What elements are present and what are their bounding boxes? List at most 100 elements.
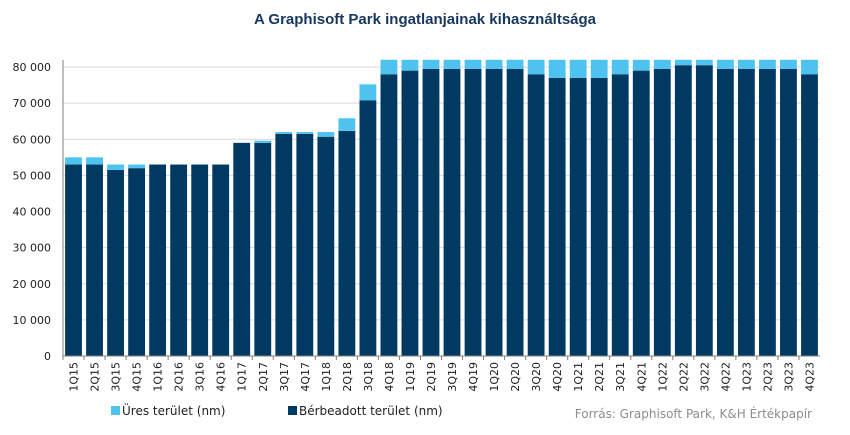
bar-leased [86,164,103,356]
legend-swatch-empty [111,406,120,415]
y-tick-label: 20 000 [13,278,52,291]
x-tick-label: 4Q23 [803,362,816,392]
legend: Üres terület (nm) Bérbeadott terület (nm… [111,402,443,418]
bar-leased [191,164,209,356]
bar-leased [65,164,82,356]
bar-empty [632,59,650,71]
bar-empty [695,59,713,66]
y-tick-label: 50 000 [13,169,52,182]
x-tick-label: 1Q23 [740,362,753,392]
y-tick-label: 60 000 [13,133,52,146]
bar-empty [569,59,587,78]
bar-leased [653,68,671,357]
x-axis-ticks: 1Q15 2Q15 3Q15 4Q15 1Q16 2Q16 3Q16 4Q16 1Q17 2Q17… [62,356,816,392]
bar-leased [380,74,398,356]
chart-title: A Graphisoft Park ingatlanjainak kihaszn… [254,11,597,28]
x-tick-label: 1Q22 [656,362,669,392]
bar-leased [569,77,587,357]
bar-leased [527,74,545,356]
bar-leased [695,65,713,356]
bar-empty [128,164,146,169]
bars [65,59,818,357]
bar-leased [422,68,440,357]
x-tick-label: 1Q17 [236,362,249,392]
bar-leased [548,77,566,357]
bar-empty [759,59,776,69]
x-tick-label: 4Q15 [131,362,144,392]
bar-leased [632,70,650,357]
x-tick-label: 3Q21 [614,362,627,392]
bar-empty [443,59,461,69]
bar-leased [611,74,629,356]
x-tick-label: 3Q16 [194,362,207,392]
bar-empty [86,157,103,165]
x-tick-label: 2Q15 [89,362,102,392]
bar-empty [801,59,818,75]
x-tick-label: 1Q18 [320,362,333,392]
bar-empty [527,59,545,75]
bar-leased [212,164,230,356]
x-tick-label: 3Q17 [278,362,291,392]
x-tick-label: 2Q18 [341,362,354,392]
bar-leased [485,68,503,357]
bar-leased [275,133,293,356]
bar-leased [464,68,482,357]
bar-empty [65,157,82,165]
bar-empty [674,59,692,66]
y-tick-label: 80 000 [13,61,52,74]
x-tick-label: 4Q22 [719,362,732,392]
bar-empty [296,132,314,134]
bar-empty [780,59,797,69]
y-tick-label: 70 000 [13,97,52,110]
bar-leased [170,164,188,356]
x-tick-label: 4Q17 [299,362,312,392]
bar-leased [359,100,377,356]
bar-empty [359,84,377,101]
bar-leased [149,164,167,356]
x-tick-label: 2Q23 [761,362,774,392]
x-tick-label: 2Q16 [173,362,186,392]
x-tick-label: 2Q19 [425,362,438,392]
bar-leased [674,65,692,356]
bar-empty [716,59,734,69]
bar-leased [128,168,146,356]
bar-leased [780,68,797,357]
bar-leased [107,169,124,356]
x-tick-label: 1Q19 [404,362,417,392]
bar-empty [317,132,335,137]
x-tick-label: 1Q21 [572,362,585,392]
x-tick-label: 3Q20 [530,362,543,392]
bar-empty [254,140,272,143]
x-tick-label: 2Q20 [509,362,522,392]
y-tick-label: 40 000 [13,206,52,219]
bar-empty [380,59,398,75]
bar-leased [590,77,608,357]
bar-empty [590,59,608,78]
bar-empty [548,59,566,78]
legend-label-leased: Bérbeadott terület (nm) [299,404,443,418]
x-tick-label: 3Q18 [362,362,375,392]
bar-empty [338,118,356,131]
bar-leased [233,142,251,356]
legend-label-empty: Üres terület (nm) [122,402,225,418]
x-tick-label: 1Q16 [152,362,165,392]
x-tick-label: 4Q16 [215,362,228,392]
legend-swatch-leased [288,406,297,415]
bar-empty [506,59,524,69]
bar-leased [506,68,524,357]
x-tick-label: 2Q21 [593,362,606,392]
bar-leased [338,130,356,356]
source-note: Forrás: Graphisoft Park, K&H Értékpapír [575,406,812,421]
bar-empty [275,132,293,134]
y-tick-label: 30 000 [13,242,52,255]
bar-leased [254,142,272,356]
bar-empty [653,59,671,69]
x-tick-label: 1Q20 [488,362,501,392]
bar-empty [485,59,503,69]
x-tick-label: 4Q20 [551,362,564,392]
y-tick-label: 10 000 [13,314,52,327]
y-tick-label: 0 [44,350,51,363]
bar-leased [716,68,734,357]
x-tick-label: 3Q15 [110,362,123,392]
